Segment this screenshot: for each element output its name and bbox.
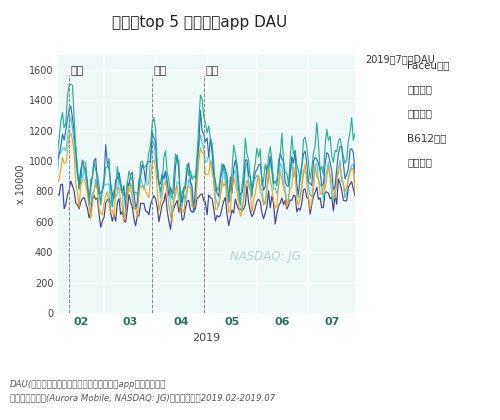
Text: 737.1: 737.1 <box>368 157 402 167</box>
Text: 05: 05 <box>224 317 240 327</box>
Y-axis label: x 10000: x 10000 <box>16 164 26 204</box>
Text: Faceu激萌: Faceu激萌 <box>408 60 450 70</box>
Text: 五一: 五一 <box>206 66 218 76</box>
Text: 除夕: 除夕 <box>71 66 84 76</box>
Text: 821.0: 821.0 <box>368 133 402 143</box>
Text: 03: 03 <box>122 317 138 327</box>
Text: 美颜相机: 美颜相机 <box>408 84 432 94</box>
Text: DAU(日活跃用户数）指某日期内，启动过某app的去重设备数: DAU(日活跃用户数）指某日期内，启动过某app的去重设备数 <box>10 380 166 389</box>
Text: 数据来源：极光(Aurora Mobile, NASDAQ: JG)；数据周期：2019.02-2019.07: 数据来源：极光(Aurora Mobile, NASDAQ: JG)；数据周期：… <box>10 394 275 403</box>
Text: B612咔叽: B612咔叽 <box>408 133 447 143</box>
Text: 865.3: 865.3 <box>368 108 402 118</box>
Text: 渗透率top 5 拍照摄影app DAU: 渗透率top 5 拍照摄影app DAU <box>112 15 288 30</box>
Text: 轻颜相机: 轻颜相机 <box>408 108 432 118</box>
Text: 02: 02 <box>73 317 88 327</box>
Text: 1,041.5: 1,041.5 <box>357 84 402 94</box>
Text: 04: 04 <box>174 317 189 327</box>
Text: 06: 06 <box>275 317 290 327</box>
Text: NASDAQ: JG: NASDAQ: JG <box>230 249 301 262</box>
Text: 2019: 2019 <box>192 333 220 343</box>
Text: 清明: 清明 <box>154 66 167 76</box>
Text: 1,118.3: 1,118.3 <box>358 60 402 70</box>
Text: 07: 07 <box>324 317 340 327</box>
Text: 无他相机: 无他相机 <box>408 157 432 167</box>
Text: 2019年7月底DAU: 2019年7月底DAU <box>365 55 435 65</box>
